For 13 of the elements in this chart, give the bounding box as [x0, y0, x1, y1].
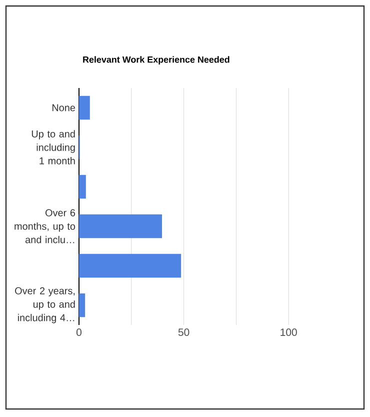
chart-title: Relevant Work Experience Needed	[83, 56, 230, 65]
x-tick-label: 100	[280, 328, 297, 336]
bar	[79, 96, 90, 120]
y-tick-label: Up to and including 1 month	[32, 130, 75, 164]
y-tick-label: Over 6 months, up to and inclu…	[14, 209, 76, 244]
bar	[79, 214, 162, 238]
y-tick-label: None	[52, 104, 76, 112]
x-tick-label: 50	[178, 328, 190, 336]
bar	[79, 174, 86, 199]
y-tick-label: Over 2 years, up to and including 4…	[15, 287, 75, 324]
bar	[79, 293, 86, 318]
bar	[79, 254, 182, 278]
x-tick-label: 0	[76, 328, 82, 336]
